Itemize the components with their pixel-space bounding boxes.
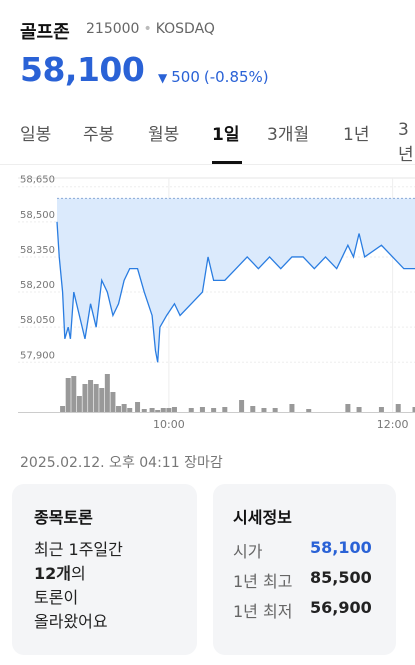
volume-bar	[171, 407, 177, 412]
quote-value: 58,100	[310, 538, 372, 557]
volume-bar	[60, 406, 66, 412]
stock-name: 골프존	[20, 22, 70, 43]
volume-bar	[93, 384, 99, 412]
period-tab[interactable]: 3년	[398, 120, 414, 165]
quote-value: 56,900	[310, 598, 372, 617]
card-text: 올라왔어요	[34, 612, 108, 631]
down-arrow: ▼	[158, 71, 168, 85]
volume-bar	[395, 404, 401, 412]
volume-bar	[306, 409, 312, 412]
volume-bar	[239, 400, 245, 412]
volume-bar	[199, 407, 205, 412]
quote-value: 85,500	[310, 568, 372, 587]
quote-label: 시가	[233, 542, 263, 561]
timestamp: 2025.02.12. 오후 04:11 장마감	[20, 455, 223, 471]
volume-bar	[261, 408, 267, 412]
volume-bar	[65, 378, 71, 412]
volume-bar	[99, 388, 105, 412]
volume-bar	[76, 396, 82, 412]
change-pct: (-0.85%)	[203, 68, 269, 86]
volume-bar	[135, 402, 141, 412]
count: 12개	[34, 564, 71, 583]
volume-bar	[127, 408, 133, 412]
volume-bar	[110, 392, 116, 412]
price-line	[56, 221, 415, 363]
price: 58,100	[20, 50, 145, 89]
volume-bar	[412, 407, 415, 412]
discussion-card[interactable]: 종목토론 최근 1주일간 12개의 토론이 올라왔어요	[12, 484, 197, 655]
volume-bar	[121, 404, 127, 412]
period-tab[interactable]: 주봉	[83, 125, 115, 145]
card-title: 시세정보	[233, 508, 292, 527]
y-tick-label: 58,350	[20, 245, 55, 256]
period-tab[interactable]: 1년	[343, 125, 370, 145]
y-tick-label: 57,900	[20, 350, 55, 361]
card-title: 종목토론	[34, 508, 93, 527]
quote-label: 1년 최저	[233, 602, 293, 621]
x-tick-label: 12:00	[377, 418, 409, 431]
x-tick-label: 10:00	[153, 418, 185, 431]
volume-bar	[289, 404, 295, 412]
tab-divider	[0, 164, 415, 165]
y-tick-label: 58,200	[20, 280, 55, 291]
stock-meta: 215000 • KOSDAQ	[86, 21, 219, 37]
stock-code: 215000	[86, 21, 140, 37]
card-text: 12개의	[34, 562, 86, 586]
market: KOSDAQ	[155, 21, 215, 37]
separator: •	[143, 21, 152, 37]
volume-bar	[356, 407, 362, 412]
volume-bar	[378, 407, 384, 412]
volume-bar	[88, 380, 94, 412]
card-text: 의	[71, 564, 86, 583]
y-tick-label: 58,500	[20, 210, 55, 221]
change: 500	[171, 68, 200, 86]
volume-bar	[160, 408, 166, 412]
volume-bar	[222, 407, 228, 412]
volume-bar	[166, 408, 172, 412]
quote-card[interactable]: 시세정보 시가 58,100 1년 최고 85,500 1년 최저 56,900	[213, 484, 396, 655]
period-tab[interactable]: 월봉	[148, 125, 180, 145]
price-change: ▼ 500 (-0.85%)	[158, 68, 273, 86]
volume-bar	[141, 409, 147, 412]
quote-label: 1년 최고	[233, 572, 293, 591]
volume-bar	[250, 406, 256, 412]
period-tab[interactable]: 1일	[212, 125, 240, 145]
volume-bar	[272, 408, 278, 412]
card-text: 최근 1주일간	[34, 540, 123, 559]
volume-bar	[149, 408, 155, 412]
y-tick-label: 58,650	[20, 175, 55, 186]
volume-bar	[155, 410, 161, 412]
y-tick-label: 58,050	[20, 315, 55, 326]
volume-bar	[188, 408, 194, 412]
card-text: 토론이	[34, 588, 79, 607]
volume-bar	[345, 404, 351, 412]
area-fill	[57, 198, 415, 363]
volume-bar	[71, 376, 77, 412]
volume-bar	[104, 374, 110, 412]
volume-bar	[82, 384, 88, 412]
period-tab[interactable]: 3개월	[267, 125, 310, 145]
period-tab[interactable]: 일봉	[20, 125, 52, 145]
price-chart: 57,900 58,050 58,200 58,350 58,500 58,650 10:0…	[18, 175, 415, 431]
volume-bar	[211, 408, 217, 412]
tab-indicator	[212, 161, 242, 164]
volume-bar	[116, 406, 122, 412]
